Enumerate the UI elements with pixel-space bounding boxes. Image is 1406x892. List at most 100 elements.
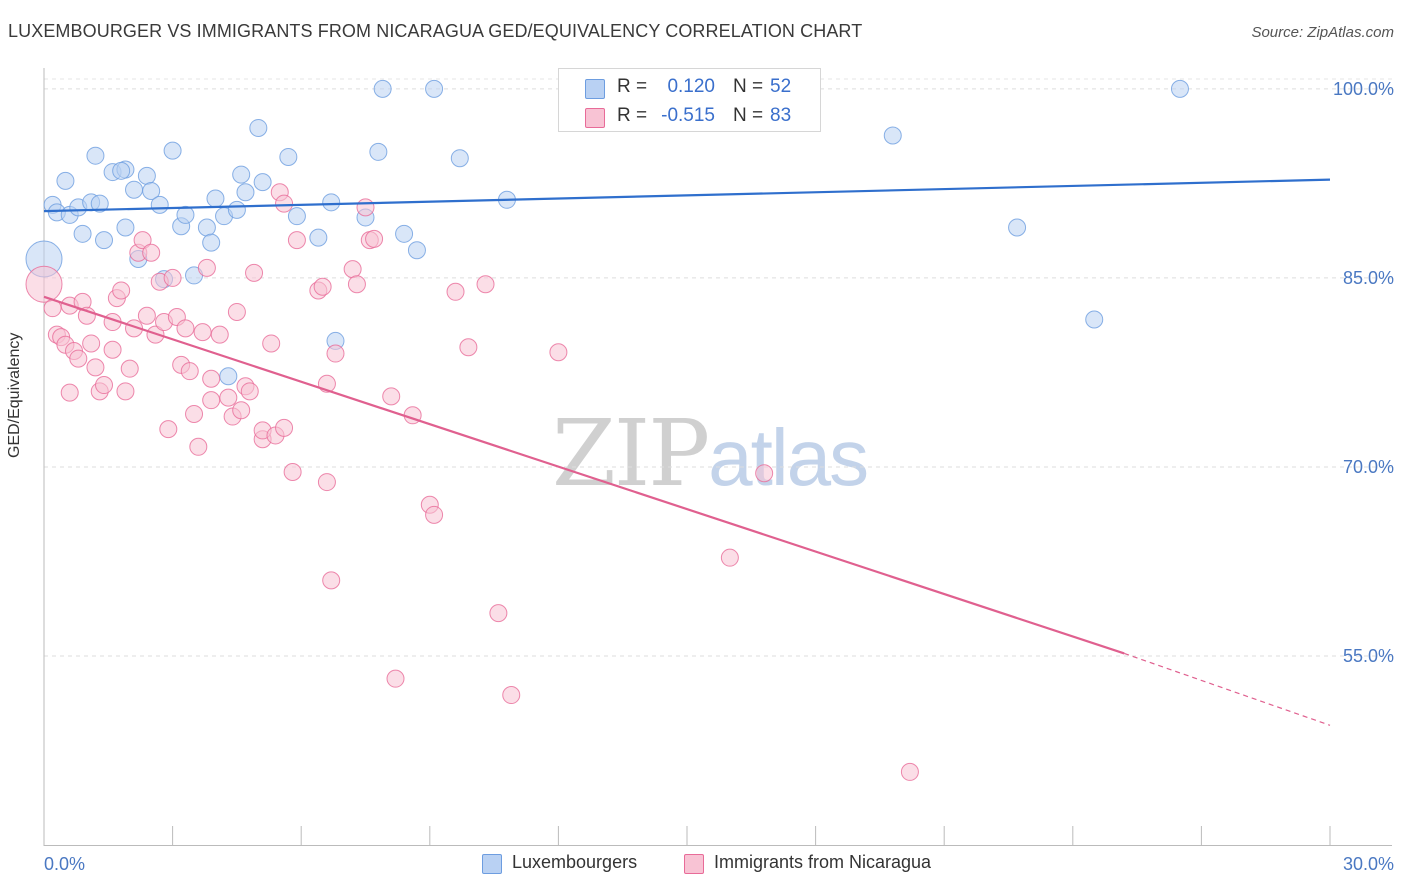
data-point — [163, 268, 182, 287]
legend-r-value: -0.515 — [661, 105, 715, 126]
legend-n-value: 52 — [770, 76, 792, 97]
data-point — [202, 369, 221, 388]
data-point — [227, 302, 246, 321]
data-point — [489, 604, 508, 623]
data-point — [287, 231, 306, 250]
data-point — [755, 464, 774, 483]
chart-title: LUXEMBOURGER VS IMMIGRANTS FROM NICARAGU… — [8, 21, 863, 41]
data-point — [720, 548, 739, 567]
data-point — [446, 282, 465, 301]
data-point — [202, 391, 221, 410]
data-point — [120, 359, 139, 378]
data-point — [227, 200, 246, 219]
data-point — [69, 349, 88, 368]
data-point — [309, 228, 328, 247]
data-point — [262, 334, 281, 353]
data-point — [137, 306, 156, 325]
legend-n-value: 83 — [770, 105, 792, 126]
data-point — [133, 231, 152, 250]
data-point — [313, 277, 332, 296]
data-point — [287, 207, 306, 226]
legend-row-nicaragua: R = -0.515 N = 83 — [559, 100, 820, 130]
trend-line — [43, 178, 1331, 213]
data-point — [425, 505, 444, 524]
data-point — [347, 275, 366, 294]
data-point — [90, 194, 109, 213]
data-point — [142, 243, 161, 262]
trend-line — [43, 295, 1125, 655]
legend-label-nicaragua: Immigrants from Nicaragua — [714, 852, 932, 872]
legend-row-luxembourgers: R = 0.120 N = 52 — [559, 71, 820, 101]
legend-r-label: R = — [617, 105, 648, 126]
axes — [43, 68, 1392, 846]
data-point — [240, 382, 259, 401]
data-point — [25, 265, 63, 303]
legend-r-label: R = — [617, 76, 648, 97]
data-point — [425, 79, 444, 98]
data-point — [326, 344, 345, 363]
data-point — [112, 161, 131, 180]
series-nicaragua — [25, 183, 919, 781]
data-point — [245, 263, 264, 282]
data-point — [450, 149, 469, 168]
data-point — [185, 405, 204, 424]
data-point — [395, 224, 414, 243]
data-point — [317, 473, 336, 492]
data-point — [382, 387, 401, 406]
data-point — [197, 258, 216, 277]
data-point — [407, 241, 426, 260]
y-tick-label: 70.0% — [1342, 456, 1394, 477]
data-point — [275, 418, 294, 437]
legend-swatch-nicaragua — [684, 854, 704, 874]
legend-r-value: 0.120 — [667, 76, 715, 97]
y-tick-label: 55.0% — [1342, 645, 1394, 666]
legend-n-label: N = — [733, 76, 764, 97]
data-point — [275, 194, 294, 213]
trend-line-extrapolated — [1124, 652, 1331, 726]
series-luxembourgers — [25, 79, 1189, 386]
data-point — [232, 165, 251, 184]
data-point — [197, 218, 216, 237]
data-point — [125, 180, 144, 199]
source-label: Source: ZipAtlas.com — [1251, 24, 1394, 41]
data-point — [116, 218, 135, 237]
data-point — [343, 260, 362, 279]
x-tick-label-min: 0.0% — [44, 854, 86, 874]
data-point — [210, 325, 229, 344]
data-point — [356, 198, 375, 217]
watermark: ZIPatlas — [552, 400, 869, 507]
watermark-atlas: atlas — [708, 413, 869, 502]
data-point — [60, 383, 79, 402]
legend-swatch-luxembourgers — [585, 79, 605, 99]
x-tick-label-max: 30.0% — [1342, 854, 1394, 874]
data-point — [150, 195, 169, 214]
data-point — [279, 147, 298, 166]
data-point — [189, 437, 208, 456]
legend-label-luxembourgers: Luxembourgers — [512, 852, 638, 872]
data-point — [219, 367, 238, 386]
legend-swatch-nicaragua — [585, 108, 605, 128]
data-point — [219, 388, 238, 407]
data-point — [56, 171, 75, 190]
data-point — [365, 229, 384, 248]
correlation-legend: R = 0.120 N = 52 R = -0.515 N = 83 — [558, 68, 821, 132]
data-point — [1008, 218, 1027, 237]
data-point — [86, 358, 105, 377]
data-point — [193, 323, 212, 342]
data-point — [137, 166, 156, 185]
data-point — [73, 224, 92, 243]
data-point — [549, 343, 568, 362]
watermark-zip: ZIP — [552, 400, 710, 507]
data-point — [95, 376, 114, 395]
data-point — [236, 183, 255, 202]
data-point — [476, 275, 495, 294]
data-point — [116, 382, 135, 401]
legend-swatch-luxembourgers — [482, 854, 502, 874]
y-tick-label: 85.0% — [1342, 267, 1394, 288]
data-point — [283, 462, 302, 481]
data-point — [883, 126, 902, 145]
data-point — [322, 193, 341, 212]
data-point — [459, 338, 478, 357]
data-point — [95, 231, 114, 250]
